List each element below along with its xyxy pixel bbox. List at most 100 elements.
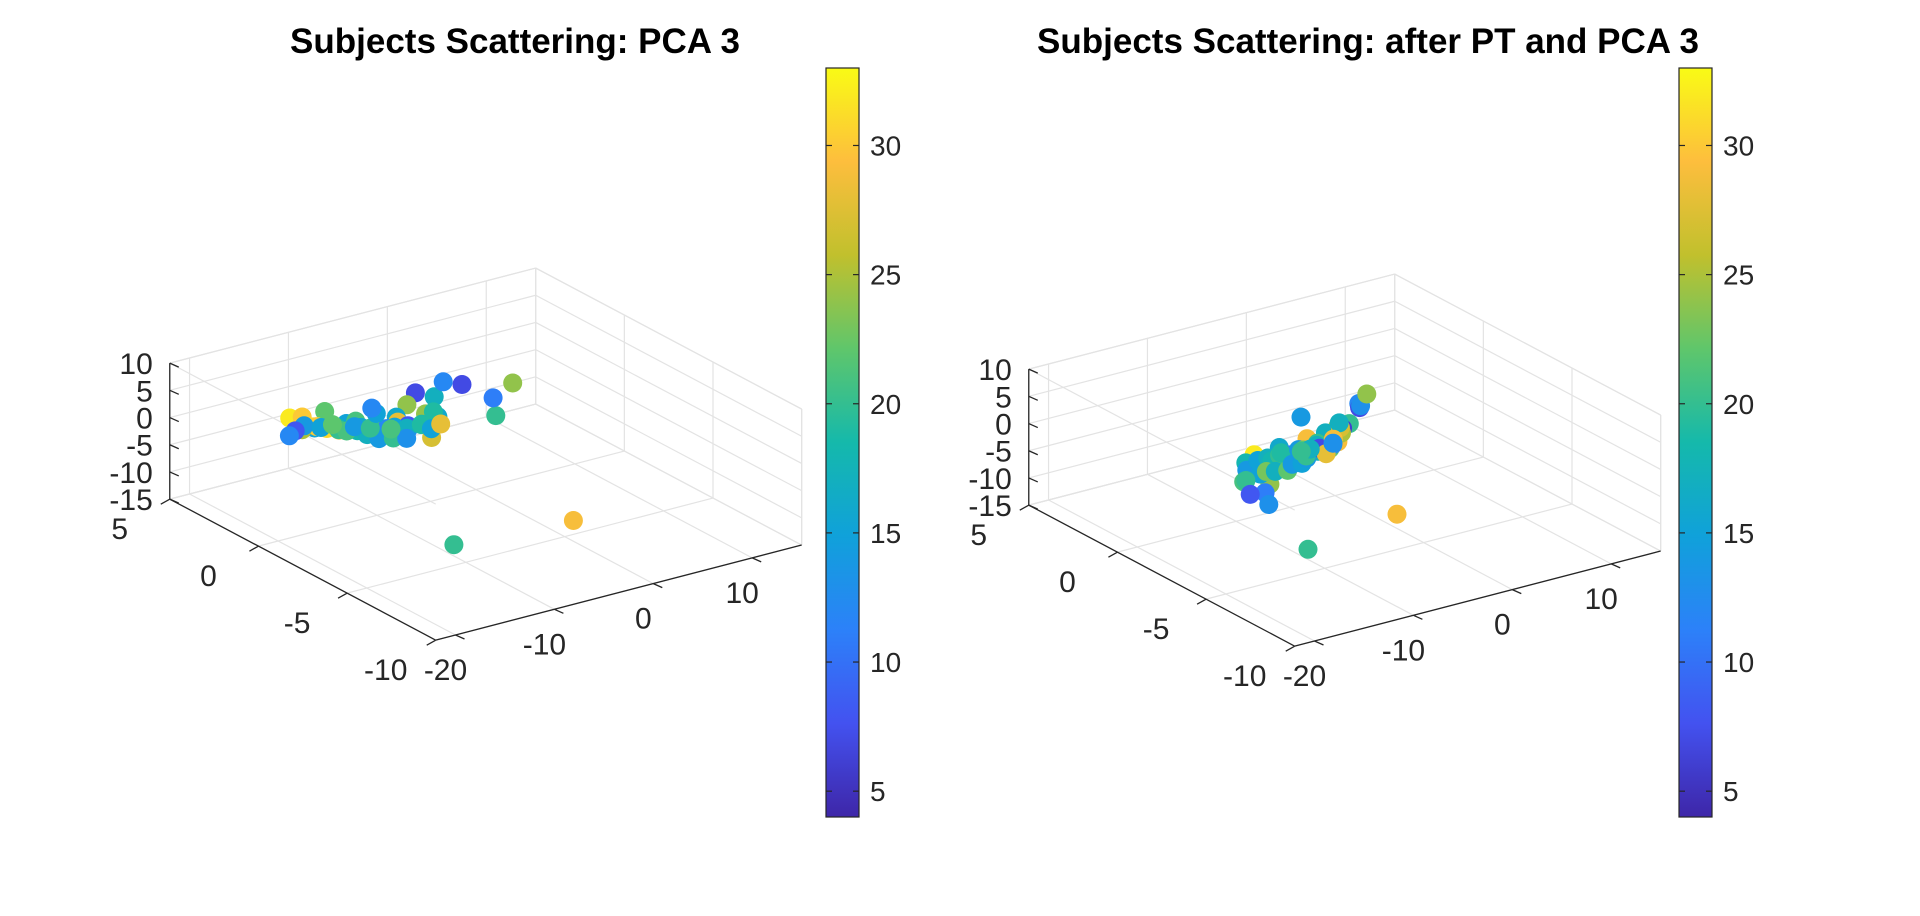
scatter-point [1387,504,1407,524]
z-tick-label: 10 [119,348,152,381]
z-tick-mark [169,444,180,450]
z-tick-label: 0 [995,409,1012,442]
z-tick-mark [1028,368,1039,374]
chart-right: Subjects Scattering: after PT and PCA 3 … [968,22,1754,818]
y-tick-label: -10 [1223,660,1266,693]
z-grid-back [169,294,536,391]
colorbar-tick-label: 10 [1723,647,1754,678]
z-tick-mark [169,389,180,395]
z-tick-label: -10 [109,457,152,490]
z-grid-side [535,294,802,437]
scatter-point [344,417,364,437]
scatter-point [1323,433,1343,453]
scatter-point [563,511,583,530]
z-tick-label: -15 [968,490,1011,523]
x-tick-mark [1512,589,1522,595]
z-tick-mark [1028,395,1039,401]
x-tick-label: -10 [523,628,566,661]
scatter-point [424,387,444,407]
y-tick-label: -5 [284,607,311,640]
scatter-point [1329,413,1349,433]
y-grid-floor [258,450,625,547]
y-grid-floor [346,497,714,594]
chart-title: Subjects Scattering: PCA 3 [290,22,740,61]
colorbar-tick-label: 15 [1723,518,1754,549]
z-tick-label: -10 [968,463,1011,496]
y-axis-line [169,498,437,641]
colorbar-tick-label: 25 [870,260,901,291]
scatter-point [362,398,382,418]
z-grid-side [1394,355,1661,498]
z-tick-mark [1028,450,1039,456]
z-tick-label: 5 [136,375,153,408]
x-tick-mark [554,608,564,614]
z-tick-label: -5 [126,430,153,463]
colorbar-tick-label: 30 [870,130,901,161]
scatter-point [381,419,401,439]
scatter-point [431,414,451,434]
x-tick-label: -10 [1382,634,1425,667]
z-tick-mark [169,498,180,504]
y-tick-label: 5 [111,513,128,546]
colorbar-tick-label: 15 [870,518,901,549]
y-tick-mark [1019,504,1030,511]
y-tick-mark [337,592,348,599]
y-tick-mark [1108,551,1118,558]
x-tick-mark [1610,563,1621,569]
z-grid-side [1394,273,1661,416]
x-tick-label: -20 [1283,660,1326,693]
z-tick-label: 0 [136,403,153,436]
z-grid-back [1028,300,1395,397]
z-grid-side [535,403,802,546]
x-tick-label: 10 [1585,583,1618,616]
z-tick-mark [1028,504,1039,510]
colorbar-ticks: 5 10 15 20 25 30 [1679,130,1754,807]
colorbar-tick-label: 20 [870,389,901,420]
scatter-points [1234,384,1407,559]
z-grid-side [535,321,802,464]
colorbar-ticks: 5 10 15 20 25 30 [826,130,901,807]
z-grid-back [169,349,536,446]
scatter-point [1291,407,1311,427]
scatter-point [444,535,464,555]
colorbar-gradient [825,67,860,818]
scatter-points [279,372,583,555]
scatter-point [1291,442,1311,461]
y-tick-label: 5 [970,519,987,552]
scatter-point [360,418,380,438]
x-tick-label: 0 [635,603,652,636]
scatter-point [1357,384,1377,404]
colorbar-tick-label: 30 [1723,130,1754,161]
colorbar-tick-label: 10 [870,647,901,678]
y-tick-mark [249,545,259,552]
x-tick-mark [751,557,762,563]
z-tick-label: -15 [109,484,152,517]
x-tick-mark [1413,614,1423,620]
x-grid-floor [288,467,555,610]
x-tick-mark [455,634,465,640]
x-grid-floor [485,416,753,559]
scatter-point [433,372,453,392]
scatter-point [397,428,417,448]
y-tick-mark [1196,598,1207,605]
z-grid-back [1028,273,1395,370]
scatter-point [486,406,506,426]
x-axis-line [435,544,802,641]
x-axis-line [1294,550,1661,647]
colorbar: 5 10 15 20 25 30 [825,67,901,818]
y-grid-floor [1117,456,1484,553]
x-tick-label: -20 [424,654,467,687]
z-tick-mark [169,471,180,477]
z-grid-side [1394,409,1661,552]
z-grid-side [535,349,802,492]
z-grid-back [169,321,536,419]
scatter-point [323,415,342,435]
y-tick-label: -5 [1143,613,1170,646]
z-tick-mark [169,416,180,423]
scatter-point [1240,484,1260,504]
x-tick-mark [653,583,663,589]
z-tick-mark [169,362,180,368]
x-tick-label: 10 [726,577,759,610]
colorbar-tick-label: 5 [1723,776,1739,807]
z-grid-back [169,267,536,364]
